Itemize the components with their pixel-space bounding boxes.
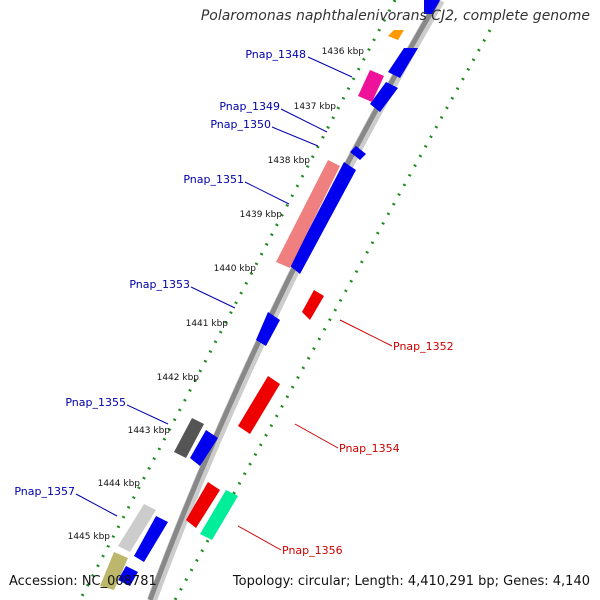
kbp-tick-labels: 1436 kbp 1437 kbp 1438 kbp 1439 kbp 1440… (68, 47, 365, 542)
reverse-genes (186, 290, 324, 528)
kbp-tick-label: 1442 kbp (157, 373, 200, 383)
gene-block[interactable] (424, 0, 440, 14)
gene-block[interactable] (186, 482, 220, 528)
gene-label[interactable]: Pnap_1351 (183, 173, 244, 186)
gene-label[interactable]: Pnap_1354 (339, 442, 400, 455)
gene-block[interactable] (100, 552, 128, 590)
gene-label[interactable]: Pnap_1353 (129, 278, 190, 291)
kbp-tick-label: 1441 kbp (186, 319, 229, 329)
gene-block[interactable] (358, 70, 384, 102)
gene-block[interactable] (174, 418, 204, 458)
gene-block[interactable] (290, 162, 356, 274)
gene-label[interactable]: Pnap_1350 (210, 118, 271, 131)
gene-label[interactable]: Pnap_1348 (245, 48, 306, 61)
gene-label[interactable]: Pnap_1349 (219, 100, 280, 113)
kbp-tick-label: 1438 kbp (268, 156, 311, 166)
gene-block[interactable] (388, 30, 404, 40)
other-genes (100, 30, 404, 590)
kbp-tick-label: 1439 kbp (240, 210, 283, 220)
right-gene-callouts (237, 319, 393, 551)
left-gene-labels: Pnap_1348 Pnap_1349 Pnap_1350 Pnap_1351 … (14, 48, 306, 498)
gene-block[interactable] (276, 160, 340, 268)
kbp-tick-label: 1436 kbp (322, 47, 365, 57)
gene-block[interactable] (256, 312, 280, 346)
gene-block[interactable] (370, 82, 398, 112)
gene-block[interactable] (134, 516, 168, 562)
gene-label[interactable]: Pnap_1352 (393, 340, 454, 353)
gene-block[interactable] (118, 566, 138, 586)
accession-label: Accession: NC_008781 (9, 574, 157, 589)
gene-label[interactable]: Pnap_1356 (282, 544, 343, 557)
gene-block[interactable] (388, 48, 418, 78)
forward-genes (118, 0, 440, 586)
kbp-tick-label: 1444 kbp (98, 479, 141, 489)
gene-block[interactable] (200, 490, 238, 540)
page-title: Polaromonas naphthalenivorans CJ2, compl… (200, 8, 590, 24)
gene-label[interactable]: Pnap_1357 (14, 485, 75, 498)
genome-summary: Topology: circular; Length: 4,410,291 bp… (232, 574, 590, 589)
left-gene-callouts (75, 56, 353, 517)
kbp-tick-label: 1437 kbp (294, 102, 337, 112)
kbp-tick-label: 1445 kbp (68, 532, 111, 542)
inner-dotted-track (78, 0, 397, 600)
gene-block[interactable] (350, 146, 366, 160)
backbone (147, 0, 441, 600)
kbp-tick-label: 1443 kbp (128, 426, 171, 436)
gene-block[interactable] (190, 430, 218, 466)
kbp-tick-label: 1440 kbp (214, 264, 257, 274)
gene-block[interactable] (302, 290, 324, 320)
gene-block[interactable] (238, 376, 280, 434)
right-gene-labels: Pnap_1352 Pnap_1354 Pnap_1356 (282, 340, 454, 557)
gene-block[interactable] (118, 504, 156, 552)
gene-label[interactable]: Pnap_1355 (65, 396, 126, 409)
